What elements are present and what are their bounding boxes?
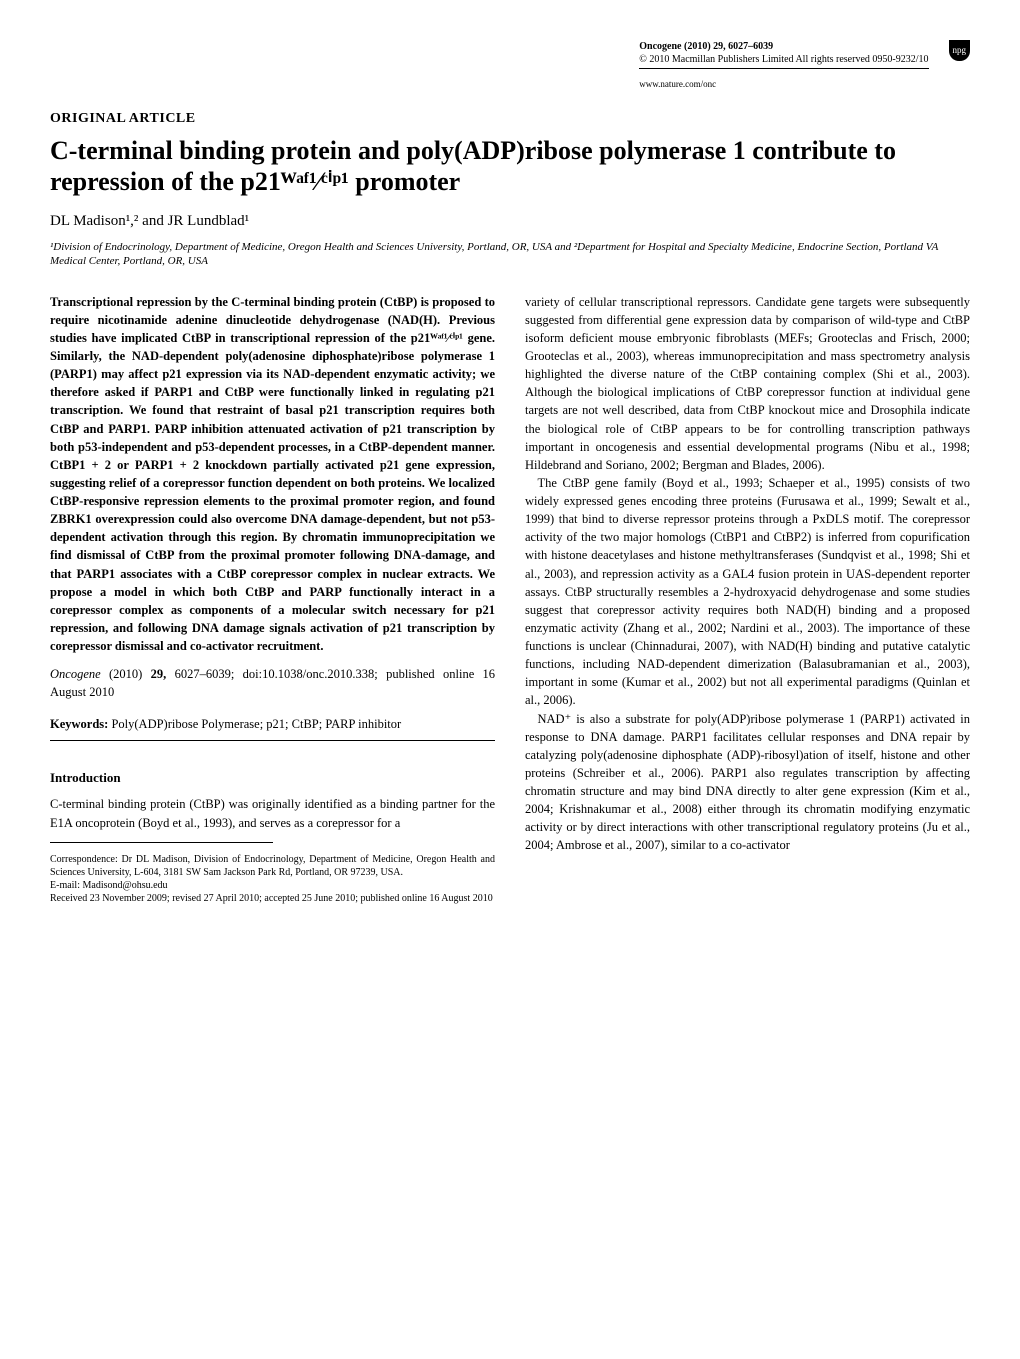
introduction-text: C-terminal binding protein (CtBP) was or… bbox=[50, 795, 495, 831]
journal-info: Oncogene (2010) 29, 6027–6039 © 2010 Mac… bbox=[639, 40, 928, 91]
right-column: variety of cellular transcriptional repr… bbox=[525, 293, 970, 905]
header-rule bbox=[639, 68, 928, 69]
authors: DL Madison¹,² and JR Lundblad¹ bbox=[50, 213, 970, 230]
introduction-heading: Introduction bbox=[50, 769, 495, 788]
affiliations: ¹Division of Endocrinology, Department o… bbox=[50, 240, 970, 269]
correspondence-rule bbox=[50, 842, 273, 843]
publisher-badge: npg bbox=[949, 40, 971, 61]
body-paragraph-2: The CtBP gene family (Boyd et al., 1993;… bbox=[525, 474, 970, 710]
article-type: ORIGINAL ARTICLE bbox=[50, 111, 970, 127]
body-paragraph-3: NAD⁺ is also a substrate for poly(ADP)ri… bbox=[525, 710, 970, 855]
journal-copyright: © 2010 Macmillan Publishers Limited All … bbox=[639, 53, 928, 66]
keywords-list: Poly(ADP)ribose Polymerase; p21; CtBP; P… bbox=[111, 717, 401, 731]
correspondence-dates: Received 23 November 2009; revised 27 Ap… bbox=[50, 892, 495, 905]
citation-doi: doi:10.1038/onc.2010.338; bbox=[243, 667, 378, 681]
correspondence-block: Correspondence: Dr DL Madison, Division … bbox=[50, 853, 495, 905]
citation-year: (2010) bbox=[109, 667, 142, 681]
page-container: Oncogene (2010) 29, 6027–6039 © 2010 Mac… bbox=[0, 0, 1020, 945]
keywords-label: Keywords: bbox=[50, 717, 108, 731]
abstract-text: Transcriptional repression by the C-term… bbox=[50, 293, 495, 656]
article-title: C-terminal binding protein and poly(ADP)… bbox=[50, 135, 970, 197]
intro-paragraph-1: C-terminal binding protein (CtBP) was or… bbox=[50, 795, 495, 831]
correspondence-address: Correspondence: Dr DL Madison, Division … bbox=[50, 853, 495, 879]
journal-year-vol: (2010) 29, 6027–6039 bbox=[684, 41, 773, 52]
header-bar: Oncogene (2010) 29, 6027–6039 © 2010 Mac… bbox=[50, 40, 970, 91]
citation-pages: 6027–6039; bbox=[175, 667, 235, 681]
journal-url: www.nature.com/onc bbox=[639, 79, 928, 91]
two-column-body: Transcriptional repression by the C-term… bbox=[50, 293, 970, 905]
citation-line: Oncogene (2010) 29, 6027–6039; doi:10.10… bbox=[50, 665, 495, 701]
correspondence-email: E-mail: Madisond@ohsu.edu bbox=[50, 879, 495, 892]
body-paragraph-1: variety of cellular transcriptional repr… bbox=[525, 293, 970, 474]
journal-name: Oncogene bbox=[639, 41, 681, 52]
left-column: Transcriptional repression by the C-term… bbox=[50, 293, 495, 905]
keywords-block: Keywords: Poly(ADP)ribose Polymerase; p2… bbox=[50, 715, 495, 740]
keywords-rule bbox=[50, 740, 495, 741]
citation-journal: Oncogene bbox=[50, 667, 101, 681]
citation-volume: 29, bbox=[151, 667, 167, 681]
